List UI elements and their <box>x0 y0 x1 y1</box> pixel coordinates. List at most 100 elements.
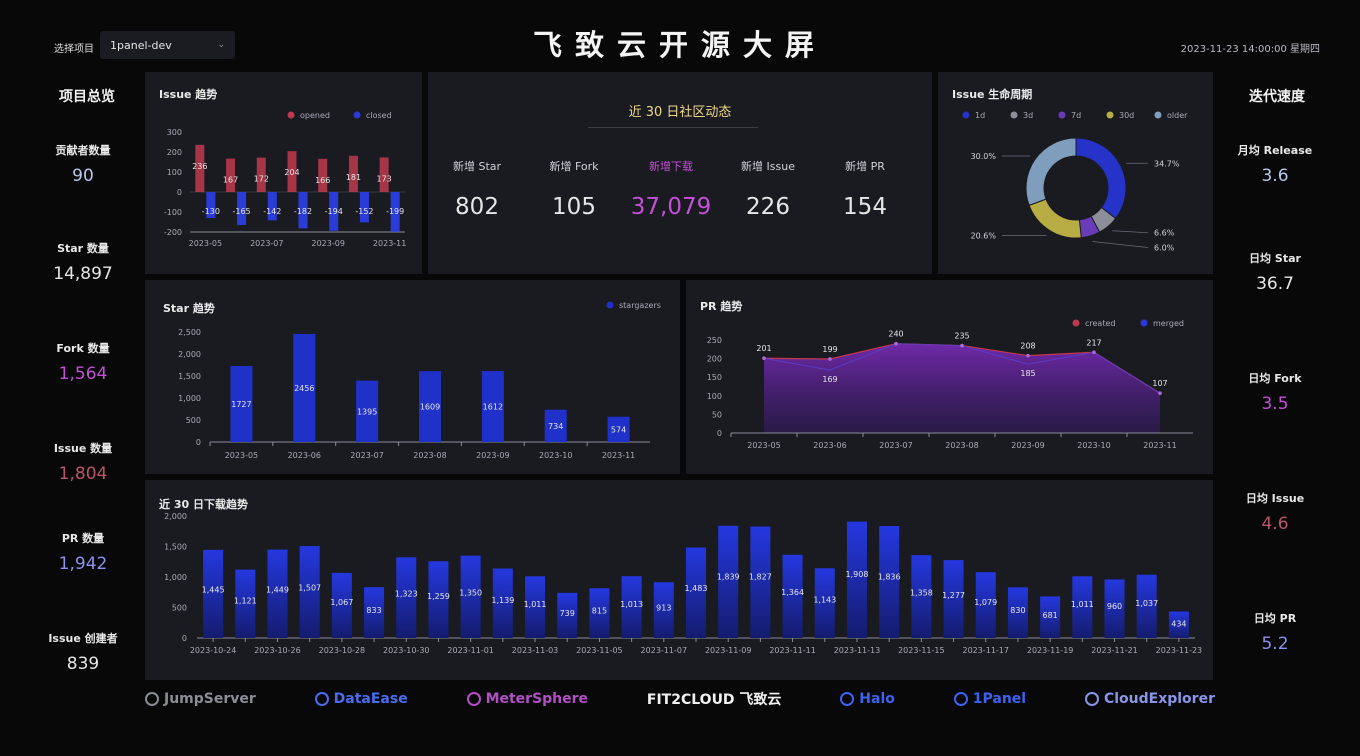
issue-x-tick: 2023-11 <box>373 239 406 248</box>
star-bar-label: 574 <box>611 425 626 434</box>
download-bar <box>782 554 803 638</box>
download-bar-label: 1,839 <box>717 572 740 581</box>
pie-slice-label: 6.6% <box>1154 229 1175 238</box>
page-title: 飞致云开源大屏 <box>532 28 827 62</box>
download-bar <box>299 546 320 638</box>
star-trend-chart: 0 500 1,000 1,500 2,000 2,500 1727 2023-05 2456 2… <box>178 301 661 460</box>
star-y-tick: 500 <box>186 416 201 425</box>
community-item-label: 新增 Issue <box>741 160 795 173</box>
pie-older-legend-label: older <box>1167 111 1188 120</box>
issue-opened-bar <box>379 157 389 192</box>
issue-opened-bar <box>256 157 266 192</box>
speed-stat-label: 日均 Fork <box>1248 372 1302 385</box>
dl-y-tick: 1,000 <box>164 573 187 582</box>
issue-closed-label: -199 <box>386 207 404 216</box>
chevron-down-icon: ⌄ <box>217 40 225 50</box>
download-bar-label: 1,143 <box>813 596 836 605</box>
dl-x-tick: 2023-11-19 <box>1027 646 1074 655</box>
pr-point <box>894 341 898 346</box>
star-y-tick: 0 <box>196 438 201 447</box>
speed-stat-value: 36.7 <box>1256 274 1294 294</box>
pr-point <box>1026 353 1030 358</box>
stat-3: Issue 数量 1,804 <box>28 440 138 484</box>
pr-area <box>764 343 1160 433</box>
iteration-speed-title: 迭代速度 <box>1249 89 1305 105</box>
stat-value: 1,942 <box>58 554 108 574</box>
issue-lifecycle-chart: 34.7% 6.6% 6.0% 20.6% 30.0% 1d 3d 7d 30d older <box>962 111 1188 253</box>
issue-opened-bar <box>318 158 328 192</box>
download-bar-label: 1,121 <box>234 596 257 605</box>
star-y-tick: 2,000 <box>178 350 201 359</box>
star-bar-label: 2456 <box>294 384 314 393</box>
issue-closed-bar <box>267 192 277 221</box>
issue-y-tick: 300 <box>167 128 182 137</box>
pr-point <box>828 357 832 361</box>
stat-0: 贡献者数量 90 <box>28 142 138 186</box>
download-bar <box>750 526 771 638</box>
download-bar-label: 1,449 <box>266 585 289 594</box>
issue-closed-bar <box>390 192 400 232</box>
pr-created-legend-label: created <box>1085 319 1115 328</box>
star-x-tick: 2023-07 <box>350 451 383 460</box>
pr-x-tick: 2023-06 <box>813 441 846 450</box>
issue-closed-label: -152 <box>355 207 373 216</box>
community-item: 新增下载 37,079 <box>626 158 716 220</box>
download-bar <box>975 572 996 638</box>
dl-x-tick: 2023-11-15 <box>898 646 945 655</box>
project-select[interactable]: 1panel-dev ⌄ <box>100 31 235 59</box>
download-bar-label: 1,259 <box>427 592 450 601</box>
pie-slice-label: 20.6% <box>971 232 997 241</box>
footer-logo: DataEase <box>314 691 408 707</box>
community-item-value: 802 <box>455 194 499 220</box>
issue-closed-legend-label: closed <box>366 111 392 120</box>
stat-value: 1,564 <box>58 364 108 384</box>
download-bar <box>1007 587 1028 638</box>
dl-x-tick: 2023-11-11 <box>769 646 816 655</box>
star-x-tick: 2023-10 <box>539 451 572 460</box>
pie-slice-1d <box>1075 137 1127 220</box>
issue-opened-bar <box>287 151 297 192</box>
download-bar-label: 1,445 <box>202 586 225 595</box>
pr-x-tick: 2023-07 <box>879 441 912 450</box>
issue-opened-bar <box>226 158 236 192</box>
star-x-tick: 2023-05 <box>225 451 258 460</box>
footer-logos: JumpServer DataEase MeterSphere FIT2CLOUD 飞… <box>145 684 1215 714</box>
download-bar-label: 830 <box>1010 606 1025 615</box>
stat-label: 贡献者数量 <box>55 144 111 157</box>
issue-closed-bar <box>329 192 339 231</box>
dl-x-tick: 2023-11-23 <box>1156 646 1203 655</box>
pr-point <box>1092 350 1096 355</box>
download-bar-label: 1,277 <box>942 591 965 600</box>
pr-y-tick: 50 <box>712 410 722 419</box>
pr-merged-legend-marker <box>1140 319 1148 327</box>
download-bar-label: 1,364 <box>781 588 804 597</box>
dl-y-tick: 500 <box>172 604 187 613</box>
pr-y-tick: 0 <box>717 429 722 438</box>
footer-logo: Halo <box>840 691 895 707</box>
download-bar <box>1104 579 1125 638</box>
download-bar-label: 1,827 <box>749 573 772 582</box>
download-bar <box>1168 611 1189 638</box>
download-bar <box>846 521 867 638</box>
download-bar-label: 1,836 <box>878 572 901 581</box>
star-bar <box>293 333 316 442</box>
stat-label: Issue 数量 <box>53 442 113 455</box>
stat-1: Star 数量 14,897 <box>28 240 138 284</box>
community-item: 新增 Fork 105 <box>529 158 619 220</box>
issue-y-tick: -200 <box>164 228 182 237</box>
download-bar <box>1136 574 1157 638</box>
pr-x-tick: 2023-05 <box>747 441 780 450</box>
community-item: 新增 Issue 226 <box>723 158 813 220</box>
pr-trend-panel: PR 趋势 0 50 100 150 200 250 2023-05 2023-06 2023-… <box>686 280 1213 474</box>
download-bar <box>943 560 964 638</box>
issue-closed-label: -165 <box>232 207 250 216</box>
stat-label: Star 数量 <box>57 242 109 255</box>
issue-y-tick: -100 <box>164 208 182 217</box>
dl-x-tick: 2023-11-01 <box>447 646 494 655</box>
issue-opened-label: 204 <box>284 168 299 177</box>
dl-x-tick: 2023-11-17 <box>962 646 1009 655</box>
star-trend-panel: Star 趋势 0 500 1,000 1,500 2,000 2,500 1727 2023… <box>145 280 680 474</box>
star-bar <box>607 416 630 442</box>
download-trend-panel: 近 30 日下载趋势 0 500 1,000 1,500 2,000 1,445 2023-… <box>145 480 1213 680</box>
